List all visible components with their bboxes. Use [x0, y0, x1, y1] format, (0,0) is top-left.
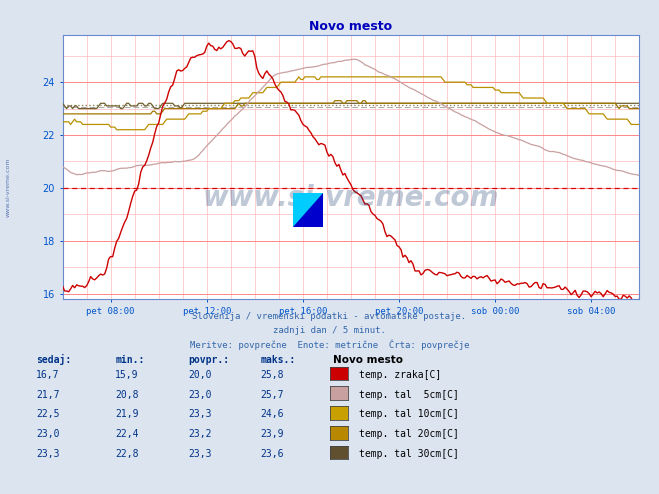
Text: www.si-vreme.com: www.si-vreme.com [203, 184, 499, 212]
Text: 25,8: 25,8 [260, 370, 284, 380]
Text: 23,3: 23,3 [188, 449, 212, 459]
Text: 16,7: 16,7 [36, 370, 60, 380]
Text: maks.:: maks.: [260, 355, 295, 365]
Text: 23,2: 23,2 [188, 429, 212, 439]
Text: 21,9: 21,9 [115, 410, 139, 419]
Text: temp. tal 10cm[C]: temp. tal 10cm[C] [359, 410, 459, 419]
Text: povpr.:: povpr.: [188, 355, 229, 365]
Text: 22,4: 22,4 [115, 429, 139, 439]
Text: 20,0: 20,0 [188, 370, 212, 380]
Text: 21,7: 21,7 [36, 390, 60, 400]
Text: sedaj:: sedaj: [36, 354, 71, 365]
Polygon shape [293, 193, 323, 227]
Text: 25,7: 25,7 [260, 390, 284, 400]
Text: 23,0: 23,0 [36, 429, 60, 439]
Title: Novo mesto: Novo mesto [309, 20, 393, 34]
Text: 23,9: 23,9 [260, 429, 284, 439]
Text: zadnji dan / 5 minut.: zadnji dan / 5 minut. [273, 327, 386, 335]
Polygon shape [293, 193, 323, 227]
Text: Slovenija / vremenski podatki - avtomatske postaje.: Slovenija / vremenski podatki - avtomats… [192, 312, 467, 321]
Text: temp. zraka[C]: temp. zraka[C] [359, 370, 442, 380]
Text: temp. tal 20cm[C]: temp. tal 20cm[C] [359, 429, 459, 439]
Text: 23,3: 23,3 [188, 410, 212, 419]
Text: temp. tal  5cm[C]: temp. tal 5cm[C] [359, 390, 459, 400]
Text: temp. tal 30cm[C]: temp. tal 30cm[C] [359, 449, 459, 459]
Text: 20,8: 20,8 [115, 390, 139, 400]
Text: 23,0: 23,0 [188, 390, 212, 400]
Polygon shape [293, 193, 323, 227]
Text: 24,6: 24,6 [260, 410, 284, 419]
Text: 22,8: 22,8 [115, 449, 139, 459]
Text: 23,3: 23,3 [36, 449, 60, 459]
Text: Meritve: povprečne  Enote: metrične  Črta: povprečje: Meritve: povprečne Enote: metrične Črta:… [190, 340, 469, 350]
Text: Novo mesto: Novo mesto [333, 355, 403, 365]
Text: min.:: min.: [115, 355, 145, 365]
Text: 22,5: 22,5 [36, 410, 60, 419]
Text: 23,6: 23,6 [260, 449, 284, 459]
Text: 15,9: 15,9 [115, 370, 139, 380]
Text: www.si-vreme.com: www.si-vreme.com [6, 158, 11, 217]
